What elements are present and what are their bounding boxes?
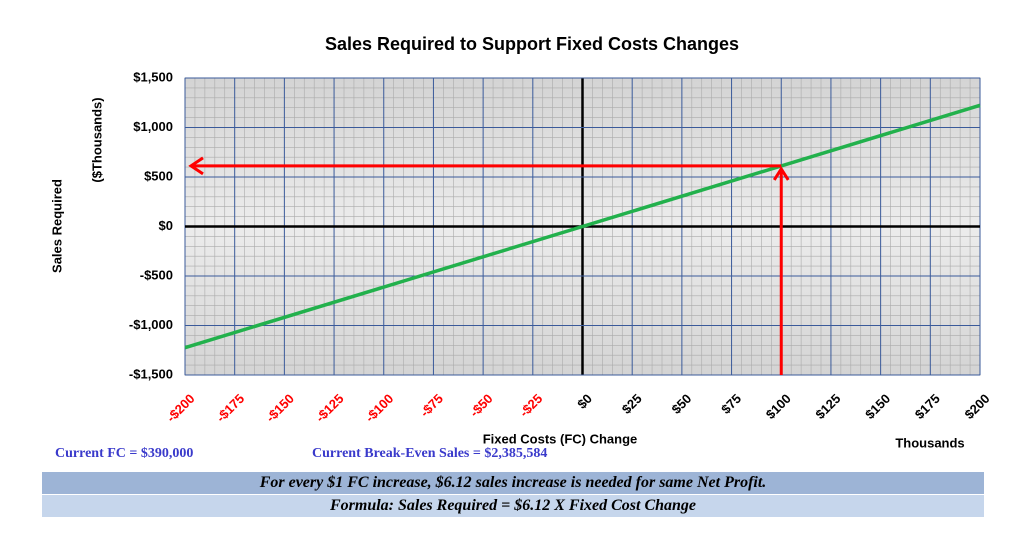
x-tick-label: -$25 xyxy=(516,391,545,420)
x-tick-label: -$100 xyxy=(362,391,396,425)
note-band: For every $1 FC increase, $6.12 sales in… xyxy=(42,472,984,494)
y-axis-unit: ($Thousands) xyxy=(89,97,104,182)
x-tick-label: $125 xyxy=(812,391,843,422)
break-even: Current Break-Even Sales = $2,385,584 xyxy=(312,446,548,461)
x-tick-label: $0 xyxy=(574,391,595,412)
x-tick-label: $175 xyxy=(912,391,943,422)
y-tick-label: $1,500 xyxy=(133,69,173,84)
x-tick-label: $150 xyxy=(862,391,893,422)
y-tick-label: -$1,500 xyxy=(129,366,173,381)
x-tick-label: $25 xyxy=(619,391,645,417)
x-tick-label: -$75 xyxy=(417,391,446,420)
chart-title: Sales Required to Support Fixed Costs Ch… xyxy=(325,34,739,54)
x-tick-label: $75 xyxy=(718,391,744,417)
y-tick-label: $500 xyxy=(144,168,173,183)
series-line xyxy=(184,103,981,350)
y-tick-label: -$1,000 xyxy=(129,317,173,332)
x-tick-label: -$200 xyxy=(163,391,197,425)
x-tick-label: -$50 xyxy=(467,391,496,420)
y-tick-label: -$500 xyxy=(140,267,173,282)
x-tick-label: $200 xyxy=(961,391,992,422)
y-tick-label: $1,000 xyxy=(133,119,173,134)
x-tick-label: $100 xyxy=(763,391,794,422)
current-fc: Current FC = $390,000 xyxy=(55,446,194,461)
x-axis-title: Fixed Costs (FC) Change xyxy=(483,431,638,446)
y-tick-label: $0 xyxy=(159,218,173,233)
x-tick-label: -$125 xyxy=(312,391,346,425)
x-axis-unit: Thousands xyxy=(895,435,964,450)
y-axis-title: Sales Required xyxy=(49,179,64,273)
highlight-arrowhead xyxy=(188,156,204,176)
chart: Sales Required to Support Fixed Costs Ch… xyxy=(49,34,992,451)
highlight-arrowhead xyxy=(772,166,790,181)
formula-band: Formula: Sales Required = $6.12 X Fixed … xyxy=(42,495,984,517)
x-tick-label: -$175 xyxy=(213,391,247,425)
x-tick-label: -$150 xyxy=(263,391,297,425)
x-tick-label: $50 xyxy=(668,391,694,417)
